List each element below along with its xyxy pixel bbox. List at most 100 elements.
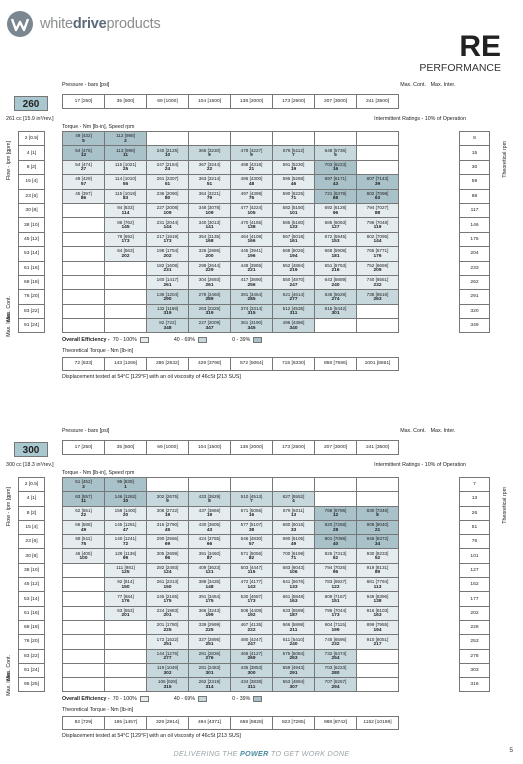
- grid-cell: 49 [429] 57: [62, 174, 105, 190]
- grid-cell: 391 [3464] 175: [188, 591, 231, 607]
- speed-value: 7: [292, 153, 295, 159]
- logo-mark-icon: [6, 10, 36, 38]
- speed-value: 175: [205, 599, 214, 605]
- rpm-cell: 7: [459, 476, 490, 493]
- speed-value: 109: [205, 210, 214, 216]
- speed-value: 2: [124, 138, 127, 144]
- torque-value: 672 [5945]: [324, 234, 347, 240]
- torque-value: 881 [7794]: [366, 579, 389, 585]
- torque-value: 567 [5018]: [282, 234, 305, 240]
- speed-value: 168: [205, 239, 214, 245]
- grid-cell: [62, 231, 105, 248]
- grid-cell: [188, 130, 231, 147]
- torque-value: 466 [4127]: [240, 650, 263, 656]
- grid-cell: [62, 318, 105, 334]
- efficiency-range: 40 - 69%: [173, 336, 196, 343]
- grid-cell: 340 [3013] 141: [188, 217, 231, 233]
- flow-cell: 76 [20]: [18, 634, 45, 650]
- flow-cell: 23 [6]: [18, 188, 45, 204]
- grid-cell: 49 [432] 5: [62, 130, 105, 147]
- speed-value: 45: [164, 527, 171, 533]
- speed-value: 11: [122, 153, 129, 159]
- speed-value: 319: [205, 311, 214, 317]
- grid-cell: 467 [4135] 222: [230, 619, 273, 636]
- torque-value: 700 [6199]: [282, 550, 305, 556]
- torque-value: 367 [3244]: [198, 162, 221, 168]
- torque-value: 435 [3853]: [240, 665, 263, 671]
- torque-value: 92 [814]: [117, 579, 134, 585]
- flow-cell: 91 [24]: [18, 318, 45, 334]
- speed-value: 240: [331, 282, 340, 288]
- grid-cell: 949 [8396] 138: [356, 591, 399, 607]
- torque-value: 546 [4830]: [240, 536, 263, 542]
- grid-cell: 512 [4535] 311: [272, 303, 315, 320]
- speed-value: 28: [332, 527, 339, 533]
- grid-cell: 636 [5628] 274: [314, 289, 357, 305]
- grid-row: 63 [553] 201 224 [1983] 201 366 [3243] 199 508…: [62, 605, 399, 621]
- speed-value: 254: [331, 656, 340, 662]
- flow-cell: 83 [22]: [18, 648, 45, 664]
- speed-value: 57: [80, 181, 87, 187]
- torque-value: 365 [3230]: [198, 147, 221, 153]
- grid-cell: 881 [7794] 113: [356, 577, 399, 593]
- torque-cell: 286 [2532]: [146, 356, 189, 371]
- torque-value: 497 [4398]: [240, 190, 263, 196]
- speed-value: 86: [80, 196, 87, 202]
- pressure-cell: 69 [1000]: [146, 94, 189, 109]
- speed-value: 261: [205, 282, 214, 288]
- torque-value: 363 [3214]: [198, 176, 221, 182]
- speed-value: 52: [374, 556, 381, 562]
- speed-value: 150: [121, 584, 130, 590]
- rpm-cell: 88: [459, 188, 490, 204]
- torque-value: 247 [2184]: [156, 162, 179, 168]
- grid-cell: [104, 677, 147, 693]
- speed-value: 101: [289, 210, 298, 216]
- torque-value: 77 [684]: [117, 593, 134, 599]
- speed-value: 49: [290, 541, 297, 547]
- flow-cell: 30 [8]: [18, 202, 45, 219]
- grid-cell: 95 [839] 1: [104, 476, 147, 493]
- grid-cell: 466 [4127] 269: [230, 648, 273, 664]
- grid-cell: [62, 605, 105, 621]
- grid-cell: 302 [2675] 9: [146, 491, 189, 507]
- grid-row: 160 [1417] 261 304 [2693] 261 417 [3690] 256 5…: [62, 274, 399, 291]
- torque-value: 615 [5442]: [324, 305, 347, 311]
- grid-cell: 144 [1276] 277: [146, 648, 189, 664]
- torque-cell: 72 [633]: [62, 356, 105, 371]
- torque-value: 144 [1276]: [156, 650, 179, 656]
- speed-value: 21: [374, 527, 381, 533]
- torque-value: 949 [8396]: [366, 593, 389, 599]
- grid-cell: 794 [7026] 96: [314, 562, 357, 579]
- grid-cell: 77 [684] 176: [104, 591, 147, 607]
- speed-value: 251: [163, 641, 172, 647]
- speed-value: 100: [79, 556, 88, 562]
- grid-cell: 391 [3464] 285: [230, 289, 273, 305]
- torque-value: 679 [6011]: [282, 507, 305, 513]
- theoretical-torque-table: 72 [633] 143 [1266] 286 [2532] 429 [3798] 57…: [62, 356, 399, 371]
- pressure-cell: 138 [2000]: [230, 440, 273, 455]
- speed-value: 55: [122, 181, 129, 187]
- speed-value: 194: [289, 253, 298, 259]
- max-inter-side-label: Max. Inter.: [6, 312, 12, 337]
- grid-cell: 115 [1018] 83: [104, 188, 147, 204]
- torque-value: 908 [8040]: [366, 522, 389, 528]
- tagline: DELIVERING THE POWER TO GET WORK DONE: [173, 749, 350, 758]
- grid-cell: 552 [4884] 219: [272, 260, 315, 276]
- page-number: 5: [509, 747, 513, 754]
- grid-cell: 801 [7088] 40: [314, 534, 357, 550]
- torque-value: 78 [692]: [117, 234, 134, 240]
- speed-value: 68: [332, 196, 339, 202]
- grid-cell: [356, 476, 399, 493]
- rpm-cell: 152: [459, 577, 490, 593]
- torque-value: 305 [2699]: [156, 550, 179, 556]
- speed-value: 115: [247, 570, 256, 576]
- torque-value: 94 [833]: [117, 205, 134, 211]
- torque-value: 58 [511]: [75, 536, 92, 542]
- flow-axis-label: Flow - lpm [gpm]: [6, 487, 12, 527]
- speed-value: 251: [205, 641, 214, 647]
- efficiency-swatch: [198, 336, 208, 343]
- speed-value: 261: [163, 282, 172, 288]
- torque-value: 278 [2460]: [198, 291, 221, 297]
- flow-cell: 45 [12]: [18, 577, 45, 593]
- speed-value: 105: [247, 210, 256, 216]
